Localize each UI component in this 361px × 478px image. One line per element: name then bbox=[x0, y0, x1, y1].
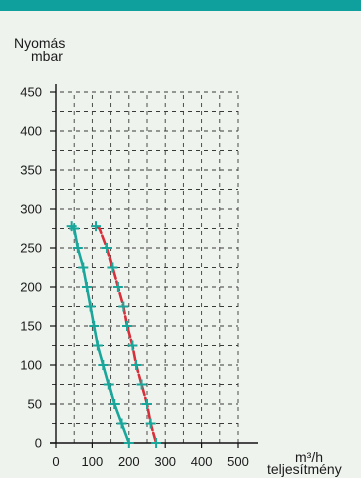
data-point-marker bbox=[91, 221, 102, 232]
markers bbox=[66, 221, 162, 448]
data-point-marker bbox=[109, 399, 120, 409]
x-tick-label: 100 bbox=[82, 454, 104, 469]
data-point-marker bbox=[81, 282, 92, 292]
series-line-1 bbox=[70, 224, 131, 445]
x-axis-title-line1: m³/h bbox=[295, 449, 323, 465]
data-point-marker bbox=[98, 360, 109, 370]
x-tick-label: 0 bbox=[52, 454, 59, 469]
data-point-marker bbox=[116, 418, 127, 429]
y-tick-label: 150 bbox=[20, 319, 42, 334]
axes bbox=[50, 84, 258, 448]
data-point-marker bbox=[107, 262, 118, 273]
x-tick-label: 400 bbox=[191, 454, 213, 469]
y-tick-label: 200 bbox=[20, 280, 42, 295]
x-tick-label: 200 bbox=[118, 454, 140, 469]
data-point-marker bbox=[118, 301, 129, 312]
data-point-marker bbox=[103, 379, 114, 390]
data-point-marker bbox=[112, 282, 123, 292]
data-point-marker bbox=[92, 340, 103, 351]
y-tick-label: 400 bbox=[20, 124, 42, 139]
data-point-marker bbox=[78, 262, 89, 273]
y-tick-label: 450 bbox=[20, 85, 42, 100]
data-point-marker bbox=[127, 340, 138, 351]
data-point-marker bbox=[89, 321, 100, 331]
data-point-marker bbox=[131, 360, 142, 370]
y-tick-label: 250 bbox=[20, 241, 42, 256]
data-point-marker bbox=[151, 438, 162, 448]
data-point-marker bbox=[101, 243, 112, 253]
y-axis-title-line2: mbar bbox=[31, 48, 63, 64]
y-tick-label: 100 bbox=[20, 358, 42, 373]
data-point-marker bbox=[123, 438, 134, 448]
data-point-marker bbox=[69, 223, 80, 234]
y-axis-title-line1: Nyomás bbox=[14, 35, 65, 51]
x-tick-label: 300 bbox=[154, 454, 176, 469]
x-axis-title-line2: teljesítmény bbox=[267, 461, 342, 477]
data-point-marker bbox=[142, 399, 152, 409]
labels: 0 50 100 150 200 250 300 350 400 450 0 100 200 300 400… bbox=[20, 85, 249, 470]
data-point-marker bbox=[136, 379, 147, 390]
data-point-marker bbox=[121, 321, 132, 331]
y-tick-label: 0 bbox=[35, 436, 42, 451]
header-bar bbox=[0, 0, 361, 11]
x-tick-label: 500 bbox=[227, 454, 249, 469]
series bbox=[70, 224, 158, 445]
y-tick-label: 350 bbox=[20, 163, 42, 178]
data-point-marker bbox=[85, 301, 96, 312]
y-tick-label: 300 bbox=[20, 202, 42, 217]
data-point-marker bbox=[145, 418, 156, 429]
y-tick-label: 50 bbox=[28, 397, 42, 412]
grid bbox=[52, 91, 239, 443]
data-point-marker bbox=[72, 243, 83, 253]
